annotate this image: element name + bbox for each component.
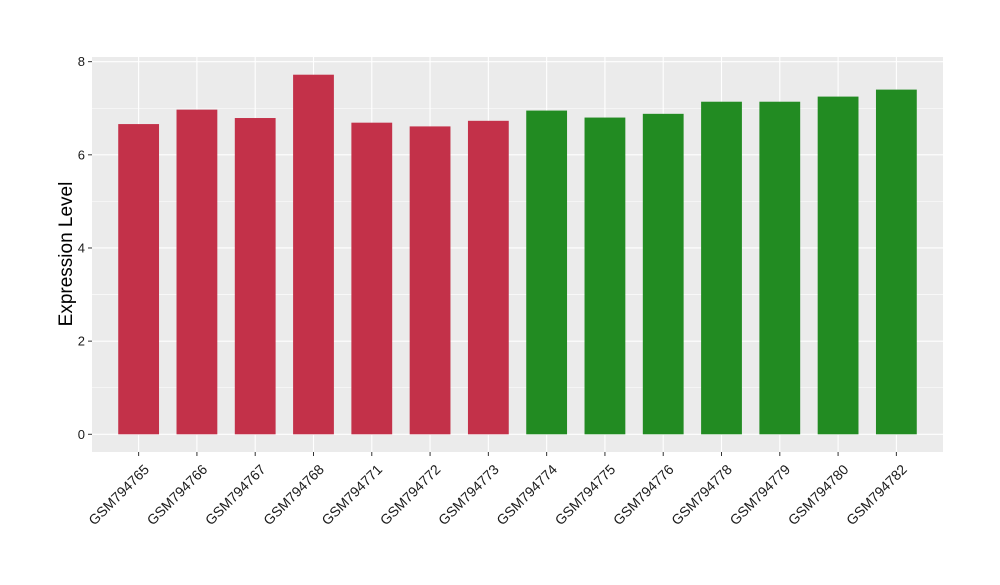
y-tick-label: 0 bbox=[78, 427, 85, 442]
minor-gridlines bbox=[92, 107, 943, 388]
x-tick-label: GSM794776 bbox=[610, 461, 677, 528]
bar-GSM794773 bbox=[467, 120, 509, 435]
y-tick-label: 4 bbox=[78, 240, 85, 255]
bar-GSM794766 bbox=[176, 109, 218, 435]
x-tick-label: GSM794773 bbox=[435, 461, 502, 528]
x-tick-label: GSM794771 bbox=[318, 461, 385, 528]
x-tick-label: GSM794775 bbox=[552, 461, 619, 528]
x-tick-label: GSM794778 bbox=[668, 461, 735, 528]
y-axis: 0 2 4 6 8 bbox=[78, 54, 92, 442]
y-tick-label: 8 bbox=[78, 54, 85, 69]
x-tick-label: GSM794768 bbox=[260, 461, 327, 528]
bar-GSM794774 bbox=[526, 110, 568, 435]
bar-GSM794772 bbox=[409, 126, 451, 435]
x-axis: GSM794765GSM794766GSM794767GSM794768GSM7… bbox=[85, 452, 910, 528]
bars-group bbox=[118, 74, 917, 435]
x-tick-label: GSM794780 bbox=[785, 461, 852, 528]
plot-panel bbox=[92, 57, 943, 452]
bar-GSM794780 bbox=[817, 96, 859, 435]
x-tick-label: GSM794774 bbox=[493, 461, 560, 528]
x-tick-label: GSM794765 bbox=[85, 461, 152, 528]
y-tick-label: 2 bbox=[78, 334, 85, 349]
bar-GSM794768 bbox=[293, 74, 334, 435]
y-tick-label: 6 bbox=[78, 147, 85, 162]
bar-GSM794779 bbox=[759, 101, 801, 435]
y-axis-label: Expression Level bbox=[56, 182, 77, 327]
bar-GSM794765 bbox=[118, 124, 160, 435]
bar-GSM794782 bbox=[875, 89, 917, 435]
bar-GSM794771 bbox=[351, 122, 393, 435]
x-tick-label: GSM794766 bbox=[143, 461, 210, 528]
bar-GSM794775 bbox=[584, 117, 626, 435]
bar-GSM794776 bbox=[642, 113, 684, 435]
x-tick-label: GSM794782 bbox=[843, 461, 910, 528]
x-tick-label: GSM794772 bbox=[377, 461, 444, 528]
x-tick-label: GSM794767 bbox=[202, 461, 269, 528]
bar-GSM794778 bbox=[701, 101, 742, 435]
bar-GSM794767 bbox=[234, 118, 276, 435]
x-tick-label: GSM794779 bbox=[726, 461, 793, 528]
